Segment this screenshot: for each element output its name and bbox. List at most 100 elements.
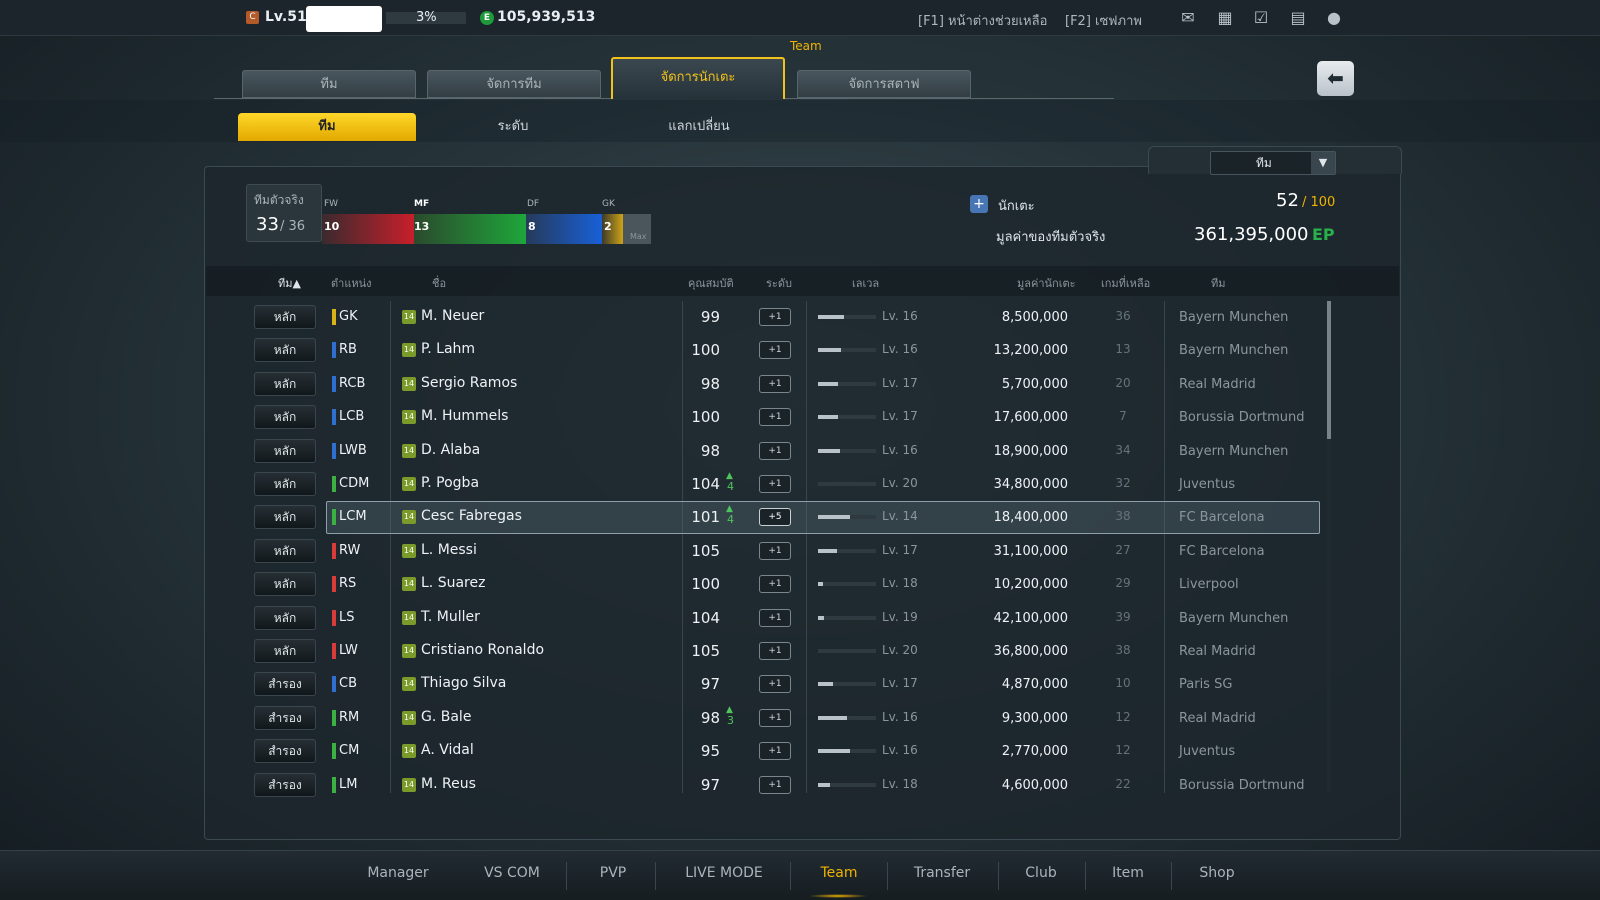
header-name[interactable]: ชื่อ xyxy=(432,277,447,290)
chat-icon[interactable]: ▤ xyxy=(1290,8,1306,27)
player-value: 8,500,000 xyxy=(1001,310,1068,325)
player-name[interactable]: Sergio Ramos xyxy=(421,375,518,391)
grade-badge[interactable]: +1 xyxy=(759,609,791,627)
header-ovr[interactable]: คุณสมบัติ xyxy=(688,277,734,290)
role-button[interactable]: หลัก xyxy=(254,606,316,630)
player-name[interactable]: T. Muller xyxy=(421,609,480,625)
header-grade[interactable]: ระดับ xyxy=(766,277,792,290)
tab-manage-team[interactable]: จัดการทีม xyxy=(427,70,601,98)
grade-badge[interactable]: +1 xyxy=(759,341,791,359)
grade-badge[interactable]: +1 xyxy=(759,375,791,393)
header-club[interactable]: ทีม xyxy=(1211,277,1226,290)
role-button[interactable]: หลัก xyxy=(254,305,316,329)
scrollbar-thumb[interactable] xyxy=(1327,301,1331,439)
boost-arrow-icon: ▲ xyxy=(726,471,733,481)
player-name[interactable]: P. Pogba xyxy=(421,475,480,491)
mail-icon[interactable]: ✉ xyxy=(1181,8,1195,27)
boost-value: 4 xyxy=(727,513,734,526)
player-name[interactable]: A. Vidal xyxy=(421,742,474,758)
role-button[interactable]: หลัก xyxy=(254,639,316,663)
player-name[interactable]: M. Neuer xyxy=(421,308,485,324)
grade-badge[interactable]: +1 xyxy=(759,742,791,760)
role-button[interactable]: หลัก xyxy=(254,405,316,429)
boost-value: 3 xyxy=(727,714,734,727)
header-games[interactable]: เกมที่เหลือ xyxy=(1101,277,1151,290)
grade-badge[interactable]: +1 xyxy=(759,776,791,794)
role-button[interactable]: หลัก xyxy=(254,372,316,396)
nav-item[interactable]: Item xyxy=(1112,865,1144,881)
chevron-down-icon[interactable]: ▼ xyxy=(1311,152,1335,174)
role-button[interactable]: หลัก xyxy=(254,572,316,596)
games-remaining: 39 xyxy=(1115,610,1131,624)
grade-badge[interactable]: +1 xyxy=(759,308,791,326)
player-level: Lv. 17 xyxy=(882,543,918,557)
nav-transfer[interactable]: Transfer xyxy=(913,865,971,881)
position-code: RM xyxy=(339,710,360,725)
player-name[interactable]: Cesc Fabregas xyxy=(421,508,522,524)
add-player-button[interactable]: + xyxy=(970,195,988,213)
scrollbar-track[interactable] xyxy=(1327,301,1331,793)
header-value[interactable]: มูลค่านักเตะ xyxy=(1017,277,1076,290)
header-level[interactable]: เลเวล xyxy=(852,277,880,290)
player-level: Lv. 16 xyxy=(882,309,918,323)
grade-badge[interactable]: +1 xyxy=(759,475,791,493)
screenshot-hint[interactable]: [F2] เซฟภาพ xyxy=(1065,14,1142,29)
player-name[interactable]: D. Alaba xyxy=(421,442,481,458)
nav-live-mode[interactable]: LIVE MODE xyxy=(685,865,763,881)
tab-manage-staff[interactable]: จัดการสตาฟ xyxy=(797,70,971,98)
role-button[interactable]: หลัก xyxy=(254,472,316,496)
player-name[interactable]: L. Messi xyxy=(421,542,477,558)
calendar-check-icon[interactable]: ☑ xyxy=(1253,8,1269,27)
player-name[interactable]: P. Lahm xyxy=(421,341,476,357)
grade-badge[interactable]: +1 xyxy=(759,709,791,727)
role-button[interactable]: หลัก xyxy=(254,439,316,463)
player-name[interactable]: M. Reus xyxy=(421,776,476,792)
nav-separator xyxy=(998,862,999,890)
nav-club[interactable]: Club xyxy=(1025,865,1057,881)
fw-count: 10 xyxy=(324,220,340,233)
player-ovr: 97 xyxy=(700,776,720,794)
profile-icon[interactable]: ● xyxy=(1327,8,1341,27)
role-button[interactable]: สำรอง xyxy=(254,672,316,696)
player-name[interactable]: M. Hummels xyxy=(421,408,509,424)
header-team-sort[interactable]: ทีม▲ xyxy=(278,277,301,290)
formation-icon[interactable]: ▦ xyxy=(1217,8,1233,27)
grade-badge[interactable]: +1 xyxy=(759,642,791,660)
player-club: Borussia Dortmund xyxy=(1179,410,1305,425)
back-button[interactable]: ⬅ xyxy=(1317,61,1354,96)
player-name[interactable]: Cristiano Ronaldo xyxy=(421,642,545,658)
season-badge-icon: 14 xyxy=(402,377,416,391)
tab-manage-players[interactable]: จัดการนักเตะ xyxy=(611,57,785,99)
help-hint[interactable]: [F1] หน้าต่างช่วยเหลือ xyxy=(918,14,1048,29)
role-button[interactable]: สำรอง xyxy=(254,706,316,730)
subtab-exchange[interactable]: แลกเปลี่ยน xyxy=(668,119,730,134)
grade-badge[interactable]: +1 xyxy=(759,442,791,460)
player-level: Lv. 19 xyxy=(882,610,918,624)
grade-badge[interactable]: +1 xyxy=(759,575,791,593)
role-button[interactable]: หลัก xyxy=(254,338,316,362)
role-button[interactable]: สำรอง xyxy=(254,739,316,763)
grade-badge[interactable]: +1 xyxy=(759,675,791,693)
nav-vs-com[interactable]: VS COM xyxy=(484,865,540,881)
grade-badge[interactable]: +1 xyxy=(759,408,791,426)
tab-team[interactable]: ทีม xyxy=(242,70,416,98)
player-name[interactable]: G. Bale xyxy=(421,709,472,725)
nav-shop[interactable]: Shop xyxy=(1199,865,1235,881)
player-name[interactable]: L. Suarez xyxy=(421,575,486,591)
subtab-grade[interactable]: ระดับ xyxy=(497,119,529,134)
role-button[interactable]: หลัก xyxy=(254,505,316,529)
position-code: LWB xyxy=(339,443,367,458)
grade-badge[interactable]: +5 xyxy=(759,508,791,526)
subtab-team[interactable]: ทีม xyxy=(238,113,416,141)
role-button[interactable]: หลัก xyxy=(254,539,316,563)
player-level: Lv. 17 xyxy=(882,676,918,690)
grade-badge[interactable]: +1 xyxy=(759,542,791,560)
player-name[interactable]: Thiago Silva xyxy=(421,675,507,691)
nav-team[interactable]: Team xyxy=(820,865,858,881)
role-button[interactable]: สำรอง xyxy=(254,773,316,797)
header-position[interactable]: ตำแหน่ง xyxy=(331,277,372,290)
column-separator xyxy=(390,301,391,793)
nav-manager[interactable]: Manager xyxy=(367,865,429,881)
player-club: Real Madrid xyxy=(1179,377,1256,392)
nav-pvp[interactable]: PVP xyxy=(599,865,627,881)
